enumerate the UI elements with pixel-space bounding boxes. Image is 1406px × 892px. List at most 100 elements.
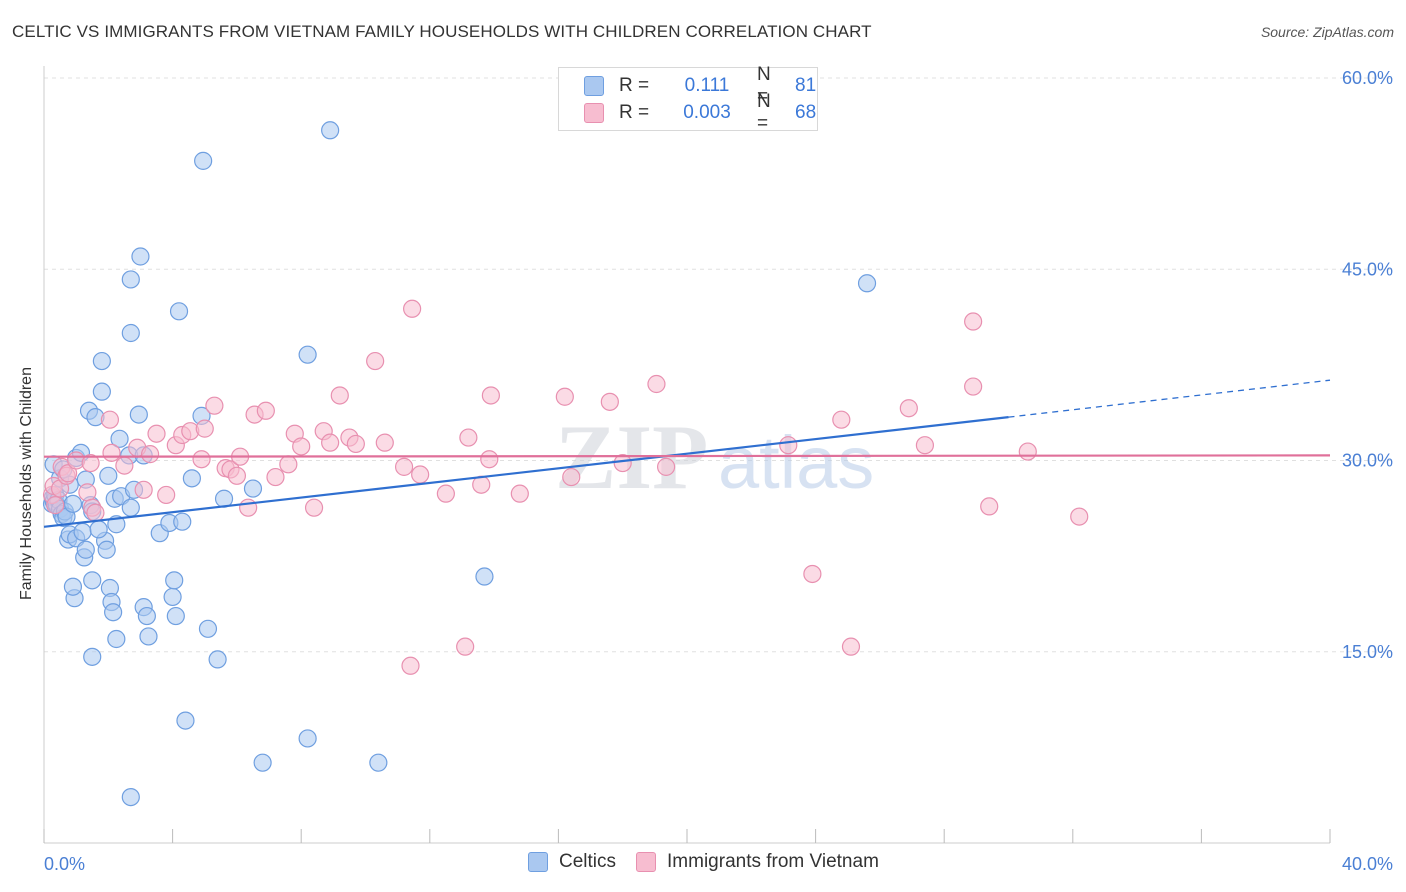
vietnam-point (205, 396, 224, 415)
celtics-point (176, 711, 195, 730)
trendlines (43, 379, 1331, 528)
celtics-point (298, 345, 317, 364)
celtics-point (166, 606, 185, 626)
celtics-legend-swatch (528, 852, 548, 872)
source-label: Source: ZipAtlas.com (1260, 24, 1394, 40)
legend-item-celtics[interactable]: Celtics (528, 851, 616, 873)
celtics-point (107, 629, 126, 649)
vietnam-point (1018, 442, 1037, 461)
vietnam-point (100, 410, 120, 429)
vietnam-point (366, 351, 385, 371)
celtics-point (63, 577, 83, 596)
celtics-point (475, 567, 494, 586)
celtics-point (83, 571, 102, 590)
celtics-point (173, 512, 192, 531)
celtics-point (92, 382, 111, 401)
vietnam-point (964, 312, 983, 331)
vietnam-point (304, 498, 324, 517)
vietnam-point (481, 386, 500, 405)
celtics-point (121, 787, 140, 807)
vietnam-point (403, 299, 422, 318)
r-value: 0.111 (684, 75, 730, 96)
vietnam-swatch (584, 103, 604, 123)
celtics-point (121, 323, 140, 343)
y-tick-label: 45.0% (1342, 259, 1393, 279)
celtics-point (165, 571, 184, 590)
celtics-point (253, 753, 272, 772)
celtics-point (83, 647, 102, 666)
vietnam-point (195, 419, 214, 438)
n-label: N = (757, 91, 771, 134)
vietnam-point (134, 480, 153, 499)
celtics-point (208, 650, 227, 669)
vietnam-point (657, 457, 676, 476)
celtics-point (110, 429, 129, 448)
vietnam-point (841, 637, 861, 656)
celtics-point (63, 494, 83, 513)
celtics-point (194, 151, 213, 170)
y-tick-label: 30.0% (1342, 451, 1393, 471)
r-label: R = (619, 102, 650, 123)
y-axis-label: Family Households with Children (18, 367, 35, 600)
celtics-point (169, 302, 189, 321)
celtics-point (139, 627, 158, 646)
vietnam-point (86, 503, 105, 522)
vietnam-point (459, 428, 478, 447)
vietnam-point (192, 450, 211, 469)
vietnam-point (157, 485, 176, 505)
legend-label-celtics: Celtics (559, 851, 617, 872)
vietnam-point (375, 433, 394, 452)
vietnam-point (456, 637, 475, 656)
vietnam-point (346, 434, 365, 454)
axes (43, 66, 1331, 844)
vietnam-point (562, 467, 581, 487)
vietnam-point (321, 433, 340, 452)
vietnam-point (78, 483, 97, 502)
vietnam-points (42, 299, 1089, 675)
x-tick-label: 40.0% (1342, 854, 1393, 874)
vietnam-point (227, 466, 246, 485)
vietnam-point (115, 456, 134, 475)
celtics-point (92, 351, 111, 371)
vietnam-point (436, 484, 455, 503)
vietnam-trendline (43, 454, 1331, 458)
r-value: 0.003 (683, 102, 731, 123)
vietnam-legend-swatch (636, 852, 657, 872)
n-label: N = (757, 64, 771, 107)
vietnam-point (147, 424, 166, 443)
vietnam-point (600, 392, 619, 411)
legend-item-vietnam[interactable]: Immigrants from Vietnam (636, 851, 879, 873)
x-tick-label: 0.0% (44, 854, 85, 874)
celtics-point (73, 522, 92, 542)
vietnam-point (401, 656, 420, 675)
vietnam-point (266, 467, 285, 487)
y-tick-label: 60.0% (1342, 68, 1393, 88)
celtics-point (163, 587, 182, 607)
legend-label-vietnam: Immigrants from Vietnam (667, 851, 879, 872)
vietnam-point (140, 445, 160, 464)
vietnam-point (964, 377, 983, 396)
vietnam-point (480, 450, 499, 469)
vietnam-point (256, 401, 275, 420)
vietnam-point (1070, 507, 1089, 526)
celtics-point (198, 619, 218, 638)
celtics-point (76, 540, 95, 559)
celtics-point (89, 520, 108, 539)
celtics-point (121, 498, 140, 517)
vietnam-point (510, 484, 529, 503)
chart-title: CELTIC VS IMMIGRANTS FROM VIETNAM FAMILY… (12, 22, 872, 41)
celtics-point (137, 606, 156, 626)
celtics-point (369, 753, 388, 772)
celtics-swatch (584, 76, 604, 96)
gridlines (44, 77, 1393, 653)
celtics-trendline-extension (1008, 379, 1331, 418)
vietnam-point (779, 436, 798, 455)
vietnam-point (330, 386, 349, 405)
vietnam-point (239, 498, 258, 517)
vietnam-point (292, 437, 311, 456)
celtics-point (121, 270, 140, 289)
x-tick-labels: 0.0% 40.0% (44, 854, 1393, 874)
vietnam-point (899, 399, 918, 418)
vietnam-point (647, 374, 666, 394)
